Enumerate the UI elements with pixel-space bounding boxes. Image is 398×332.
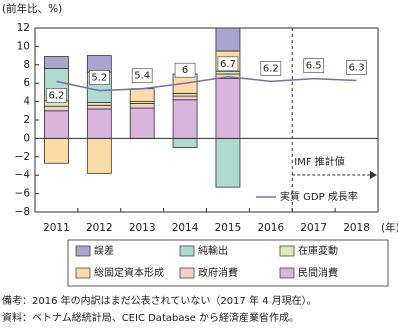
value-label-box bbox=[46, 88, 67, 103]
bar-segment bbox=[86, 55, 112, 73]
x-tick-label: 2011 bbox=[43, 222, 70, 234]
value-label: 6.5 bbox=[306, 61, 322, 72]
bar-segment bbox=[129, 88, 155, 103]
gdp-line bbox=[56, 76, 357, 92]
bar-segment bbox=[215, 78, 241, 139]
legend-box bbox=[67, 239, 389, 287]
y-tick-label: 0 bbox=[23, 132, 30, 144]
value-label-box bbox=[174, 62, 196, 78]
value-label-box bbox=[303, 58, 325, 73]
value-label: 5.2 bbox=[91, 73, 107, 84]
value-label: 6.2 bbox=[48, 90, 64, 101]
legend-label: 在庫変動 bbox=[298, 244, 338, 257]
bar-segment bbox=[44, 110, 69, 139]
bar-segment bbox=[172, 92, 198, 97]
bar-segment bbox=[44, 137, 69, 164]
x-tick-label: 2012 bbox=[86, 222, 113, 234]
bar-segment bbox=[215, 137, 241, 188]
plot-frame bbox=[34, 27, 379, 213]
y-tick-label: 2 bbox=[23, 114, 30, 126]
value-label-box bbox=[217, 56, 239, 72]
bar-segment bbox=[215, 70, 241, 75]
x-tick-label: 2014 bbox=[172, 222, 199, 234]
legend-label: 政府消費 bbox=[198, 266, 238, 279]
forecast-arrowhead bbox=[370, 171, 377, 179]
x-tick-label: 2018 bbox=[343, 222, 370, 234]
y-tick-label: 6 bbox=[23, 77, 30, 89]
bar-segment bbox=[129, 107, 155, 139]
legend-label: 民間消費 bbox=[298, 266, 338, 279]
y-unit-label: (前年比、%) bbox=[2, 2, 62, 15]
value-label-box bbox=[260, 61, 282, 76]
bar-segment bbox=[172, 95, 198, 101]
bar-segment bbox=[172, 137, 198, 148]
value-label-box bbox=[131, 68, 153, 84]
legend-label: 総固定資本形成 bbox=[94, 266, 164, 279]
bar-segment bbox=[44, 105, 69, 112]
value-label: 6.3 bbox=[349, 62, 365, 73]
legend-label: 実質 GDP 成長率 bbox=[280, 190, 358, 203]
value-label-box bbox=[346, 60, 367, 75]
x-tick-label: 2015 bbox=[215, 222, 242, 234]
legend-swatch bbox=[75, 267, 91, 279]
annotation: IMF 推計値 bbox=[294, 155, 345, 168]
legend-swatch bbox=[279, 267, 295, 279]
bar-segment bbox=[215, 27, 241, 52]
bar-segment bbox=[172, 99, 198, 139]
bar-segment bbox=[44, 56, 69, 69]
note: 備考：2016 年の内訳はまだ公表されていない（2017 年 4 月現在）。 bbox=[2, 294, 317, 307]
legend-swatch bbox=[75, 245, 91, 257]
bar-segment bbox=[129, 103, 155, 109]
x-unit-label: (年) bbox=[381, 221, 398, 234]
legend-swatch bbox=[279, 245, 295, 257]
value-label: 6 bbox=[182, 65, 188, 76]
y-tick-label: −8 bbox=[15, 206, 30, 218]
x-tick-label: 2013 bbox=[129, 222, 156, 234]
value-label: 5.4 bbox=[134, 71, 150, 82]
value-label-box bbox=[88, 70, 110, 85]
x-tick-label: 2016 bbox=[257, 222, 284, 234]
value-label: 6.7 bbox=[220, 59, 236, 70]
x-tick-label: 2017 bbox=[300, 222, 327, 234]
y-tick-label: −2 bbox=[15, 151, 30, 163]
y-tick-label: 10 bbox=[17, 40, 30, 52]
bar-segment bbox=[86, 108, 112, 139]
legend-swatch bbox=[179, 245, 195, 257]
bar-segment bbox=[86, 102, 112, 106]
y-tick-label: −4 bbox=[15, 169, 31, 181]
legend-label: 純輸出 bbox=[198, 244, 228, 257]
note: 資料：ベトナム総統計局、CEIC Database から経済産業省作成。 bbox=[2, 311, 299, 324]
y-tick-label: 12 bbox=[17, 22, 30, 34]
bar-segment bbox=[86, 104, 112, 110]
legend-label: 誤差 bbox=[94, 244, 114, 257]
y-tick-label: 4 bbox=[23, 96, 30, 108]
legend-swatch bbox=[179, 267, 195, 279]
y-tick-label: 8 bbox=[23, 59, 30, 71]
bar-segment bbox=[86, 137, 112, 174]
y-tick-label: −6 bbox=[15, 188, 31, 200]
value-label: 6.2 bbox=[263, 63, 279, 74]
